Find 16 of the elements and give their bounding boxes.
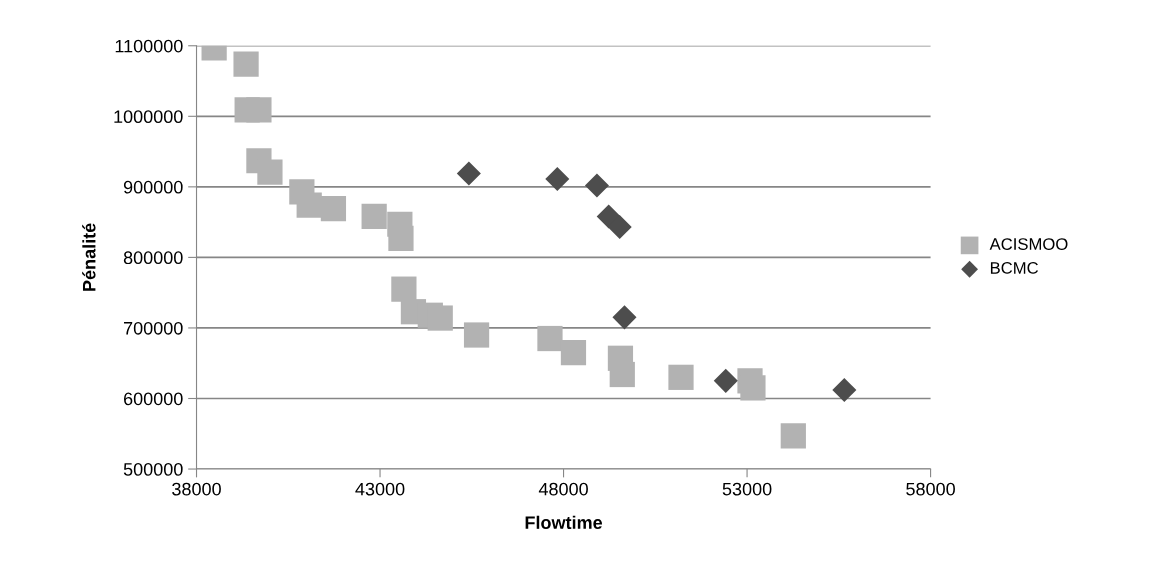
y-tick-label: 900000 xyxy=(123,180,183,194)
legend-label: BCMC xyxy=(990,262,1039,274)
y-tick-label: 500000 xyxy=(123,462,183,476)
x-tick-label: 53000 xyxy=(722,482,772,496)
x-tick-label: 38000 xyxy=(172,482,221,496)
x-tick-label: 48000 xyxy=(538,482,588,496)
y-tick-label: 700000 xyxy=(124,321,183,335)
y-tick-label: 1100000 xyxy=(115,39,183,53)
x-tick-label: 43000 xyxy=(355,482,405,496)
y-tick-label: 800000 xyxy=(123,251,183,265)
x-tick-label: 58000 xyxy=(906,482,955,496)
x-axis-title: Flowtime xyxy=(525,515,603,529)
y-tick-label: 600000 xyxy=(124,392,183,406)
y-axis-title: Pénalité xyxy=(82,223,96,291)
y-tick-label: 1000000 xyxy=(114,110,183,124)
legend-label: ACISMOO xyxy=(989,238,1068,250)
